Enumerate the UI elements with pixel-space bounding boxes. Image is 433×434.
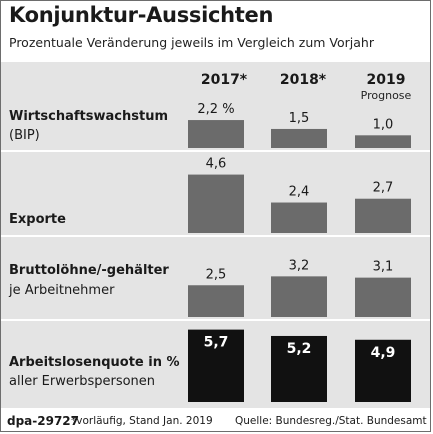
data-label-unemployment-rate-2: 4,9 — [371, 345, 396, 361]
row-divider — [1, 319, 430, 321]
data-label-unemployment-rate-1: 5,2 — [287, 341, 312, 357]
source-id: dpa-29727 — [7, 414, 80, 428]
data-label-exports-0: 4,6 — [206, 157, 227, 172]
row-divider — [1, 150, 430, 152]
bar-exports-2 — [355, 198, 411, 233]
column-header-2017: 2017* — [200, 72, 248, 88]
column-header-2019: 2019 — [366, 72, 406, 88]
row-sublabel-gross-wages: je Arbeitnehmer — [9, 283, 115, 298]
data-label-gdp-growth-1: 1,5 — [289, 111, 310, 126]
data-label-exports-2: 2,7 — [373, 181, 394, 196]
chart-subtitle: Prozentuale Veränderung jeweils im Vergl… — [9, 35, 374, 50]
data-label-gross-wages-1: 3,2 — [289, 258, 310, 273]
bar-gross-wages-0 — [188, 285, 244, 317]
source-credit: Quelle: Bundesreg./Stat. Bundesamt — [235, 415, 427, 427]
data-label-gdp-growth-0: 2,2 % — [197, 102, 234, 117]
footnote: *vorläufig, Stand Jan. 2019 — [71, 415, 213, 427]
bar-gross-wages-2 — [355, 277, 411, 317]
data-label-gdp-growth-2: 1,0 — [373, 117, 394, 132]
bar-gross-wages-1 — [271, 276, 327, 317]
row-label-unemployment-rate: Arbeitslosenquote in % — [9, 355, 180, 370]
bar-unemployment-rate-0 — [188, 329, 244, 402]
row-label-gross-wages: Bruttolöhne/-gehälter — [9, 263, 169, 278]
bar-gdp-growth-0 — [188, 120, 244, 148]
bar-unemployment-rate-1 — [271, 335, 327, 402]
bar-exports-0 — [188, 174, 244, 233]
data-label-gross-wages-0: 2,5 — [206, 267, 227, 282]
row-sublabel-gdp-growth: (BIP) — [9, 128, 40, 143]
row-label-gdp-growth: Wirtschaftswachstum — [9, 109, 168, 124]
bar-gdp-growth-1 — [271, 128, 327, 148]
row-divider — [1, 235, 430, 237]
footer: dpa-29727 *vorläufig, Stand Jan. 2019 Qu… — [1, 408, 430, 431]
column-header-2018: 2018* — [279, 72, 327, 88]
data-label-unemployment-rate-0: 5,7 — [204, 335, 229, 351]
column-subheader-2019: Prognose — [360, 89, 412, 102]
bar-unemployment-rate-2 — [355, 339, 411, 402]
chart-title: Konjunktur-Aussichten — [9, 3, 274, 27]
bar-gdp-growth-2 — [355, 135, 411, 148]
bar-exports-1 — [271, 202, 327, 233]
data-label-gross-wages-2: 3,1 — [373, 260, 394, 275]
bar-chart-area: 2,2 % 1,5 1,0 4,6 2,4 2,7 2,5 3,2 3,1 5,7 5,2 4,9 — [188, 102, 411, 402]
data-label-exports-1: 2,4 — [289, 185, 310, 200]
row-label-exports: Exporte — [9, 212, 66, 227]
chart-panel: 2017* 2018* 2019 Prognose Wirtschaftswac… — [1, 62, 430, 408]
row-sublabel-unemployment-rate: aller Erwerbspersonen — [9, 374, 156, 389]
